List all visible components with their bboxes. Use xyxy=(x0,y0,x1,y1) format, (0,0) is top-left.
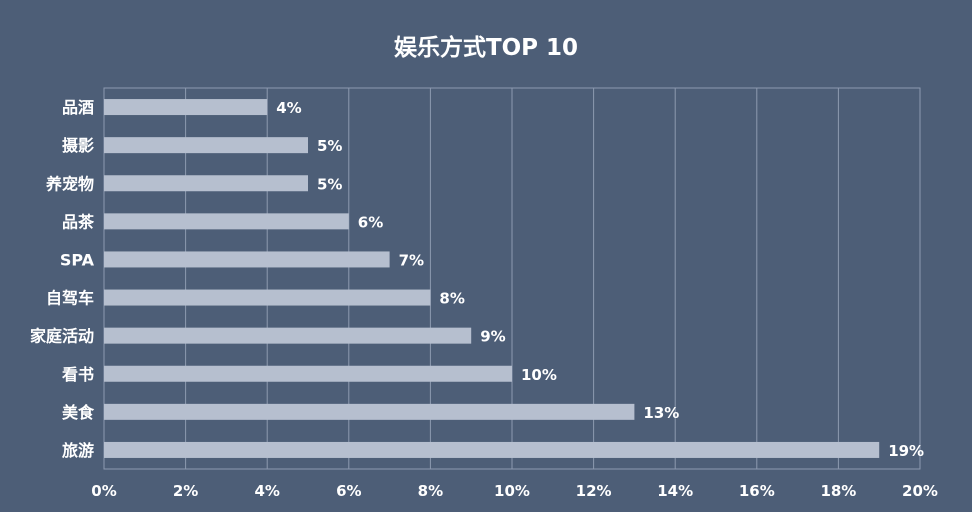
category-label: 养宠物 xyxy=(45,174,94,193)
data-label: 5% xyxy=(317,175,342,193)
x-tick-label: 10% xyxy=(494,482,530,500)
data-label: 19% xyxy=(888,442,924,460)
category-label: 摄影 xyxy=(62,136,94,155)
bar xyxy=(104,99,268,116)
x-tick-label: 14% xyxy=(657,482,693,500)
x-tick-label: 2% xyxy=(173,482,198,500)
category-label: 品酒 xyxy=(62,98,94,117)
category-label: 看书 xyxy=(61,365,94,384)
data-label: 8% xyxy=(439,290,464,308)
bar xyxy=(104,441,880,458)
category-label: 旅游 xyxy=(62,441,94,460)
x-tick-label: 20% xyxy=(902,482,938,500)
bars xyxy=(104,99,880,458)
data-label: 10% xyxy=(521,366,557,384)
data-label: 7% xyxy=(399,251,424,269)
x-tick-label: 18% xyxy=(820,482,856,500)
category-label: 品茶 xyxy=(62,212,95,231)
bar xyxy=(104,137,308,154)
category-label: 家庭活动 xyxy=(30,327,94,346)
x-tick-label: 12% xyxy=(576,482,612,500)
bar xyxy=(104,213,349,230)
data-label: 9% xyxy=(480,328,505,346)
category-label: 自驾车 xyxy=(46,289,94,308)
value-labels: 4% 5% 5% 6% 7% 8% 9% 10% 13% 19% xyxy=(276,99,924,460)
data-label: 13% xyxy=(643,404,679,422)
bar xyxy=(104,175,308,192)
data-label: 4% xyxy=(276,99,301,117)
data-label: 5% xyxy=(317,137,342,155)
bar xyxy=(104,327,472,344)
bar xyxy=(104,251,390,268)
x-axis-ticks: 0% 2% 4% 6% 8% 10% 12% 14% 16% 18% 20% xyxy=(91,482,938,500)
bar xyxy=(104,365,512,382)
x-tick-label: 4% xyxy=(254,482,279,500)
category-label: SPA xyxy=(60,250,95,269)
x-tick-label: 8% xyxy=(418,482,443,500)
data-label: 6% xyxy=(358,213,383,231)
chart-title: 娱乐方式TOP 10 xyxy=(393,35,579,61)
bar xyxy=(104,403,635,420)
x-tick-label: 16% xyxy=(739,482,775,500)
x-tick-label: 6% xyxy=(336,482,361,500)
x-tick-label: 0% xyxy=(91,482,116,500)
bar xyxy=(104,289,431,306)
category-label: 美食 xyxy=(62,403,95,422)
